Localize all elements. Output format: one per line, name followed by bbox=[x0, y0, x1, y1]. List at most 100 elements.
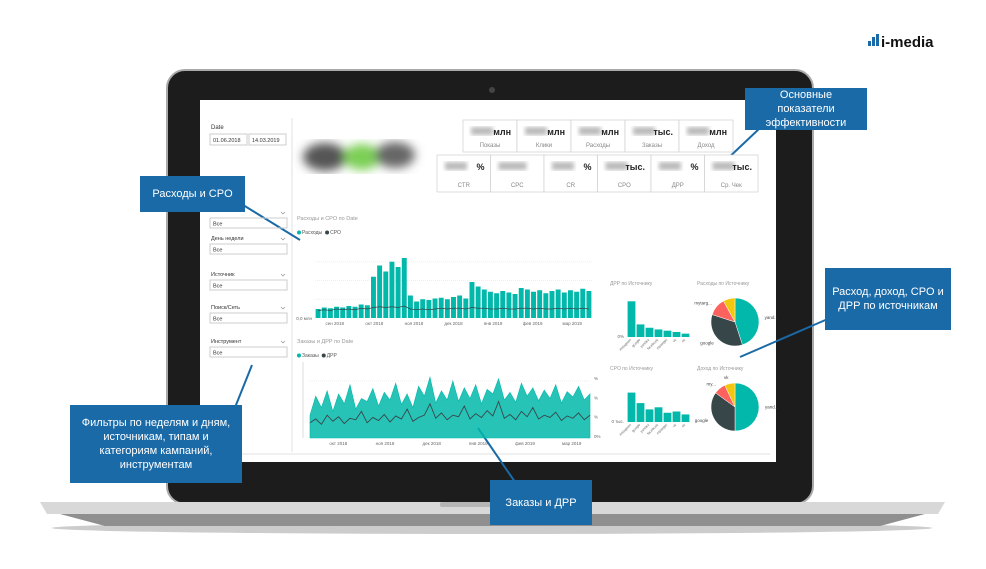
bar bbox=[371, 276, 376, 318]
bar bbox=[549, 291, 555, 318]
pie-label: vk bbox=[724, 375, 729, 380]
x-tick-label: фев 2019 bbox=[515, 441, 535, 446]
kpi-blur bbox=[633, 127, 655, 135]
bar bbox=[487, 291, 493, 318]
x-tick-label: ok bbox=[681, 338, 687, 344]
area bbox=[309, 376, 591, 439]
filter-label: Поиск/Сеть bbox=[211, 305, 240, 311]
kpi-unit: тыс. bbox=[653, 127, 673, 137]
kpi-blur bbox=[712, 162, 735, 170]
bar bbox=[531, 291, 536, 318]
x-tick-label: yandex bbox=[639, 338, 650, 349]
legend-label: Расходы bbox=[302, 230, 322, 236]
filter-label: Инструмент bbox=[211, 339, 242, 345]
kpi-blur bbox=[525, 127, 547, 135]
bar bbox=[627, 392, 636, 422]
legend-marker bbox=[325, 230, 330, 235]
kpi-blur bbox=[552, 162, 574, 170]
x-tick-label: янв 2019 bbox=[469, 441, 488, 446]
logo-text: i-media bbox=[881, 34, 934, 51]
logo: i-media bbox=[868, 34, 934, 51]
bar bbox=[645, 409, 654, 422]
x-tick-label: фев 2019 bbox=[523, 321, 543, 326]
date-to: 14.03.2019 bbox=[252, 138, 280, 144]
bar bbox=[654, 407, 663, 422]
bar bbox=[346, 306, 352, 318]
chevron bbox=[280, 306, 286, 310]
bar bbox=[494, 293, 500, 318]
bar bbox=[672, 411, 681, 422]
x-tick-label: мар 2019 bbox=[563, 321, 583, 326]
date-box bbox=[248, 133, 287, 146]
kpi-label: CPC bbox=[511, 183, 524, 189]
bar bbox=[506, 292, 512, 318]
bar bbox=[475, 286, 481, 318]
chart-title: Расходы и CPO по Date bbox=[297, 216, 358, 222]
kpi-tile bbox=[624, 119, 680, 153]
bar bbox=[672, 331, 681, 337]
bar bbox=[334, 306, 340, 318]
bar bbox=[555, 289, 561, 318]
bar bbox=[512, 294, 518, 318]
pie-label: google bbox=[695, 418, 709, 423]
pie-slice bbox=[734, 382, 760, 432]
bar bbox=[340, 307, 346, 318]
x-tick-label: google bbox=[631, 423, 641, 433]
kpi-unit: млн bbox=[493, 127, 511, 137]
kpi-tile bbox=[597, 154, 652, 193]
kpi-blur bbox=[659, 162, 681, 170]
y2-label: % bbox=[594, 395, 598, 400]
bar bbox=[395, 267, 401, 318]
pie-label: google bbox=[700, 341, 714, 346]
bar bbox=[352, 306, 358, 318]
kpi-blur bbox=[498, 162, 527, 170]
bar bbox=[524, 289, 530, 318]
y-label: 0,0 млн bbox=[296, 316, 312, 321]
dropdown bbox=[209, 243, 288, 255]
x-tick-label: дек 2018 bbox=[444, 321, 463, 326]
bar bbox=[389, 261, 395, 318]
callout: Заказы и ДРР bbox=[490, 480, 592, 525]
dropdown-value: Все bbox=[213, 222, 222, 228]
legend-marker bbox=[297, 230, 301, 235]
chart-title: Доход по Источнику bbox=[697, 366, 744, 372]
pie-slice bbox=[710, 314, 743, 347]
kpi-blur bbox=[605, 162, 628, 170]
kpi-unit: тыс. bbox=[625, 162, 645, 172]
dropdown-value: Все bbox=[213, 248, 222, 254]
legend-marker bbox=[321, 353, 326, 358]
bar bbox=[407, 295, 413, 318]
bar bbox=[364, 305, 370, 318]
dropdown-value: Все bbox=[213, 351, 222, 357]
pie-slice bbox=[710, 392, 736, 432]
pie-label: yand... bbox=[765, 405, 779, 410]
bar bbox=[481, 289, 487, 318]
bar bbox=[315, 309, 321, 318]
chart-title: CPO по Источнику bbox=[610, 366, 654, 372]
dropdown bbox=[209, 217, 288, 229]
bar bbox=[636, 324, 645, 337]
dropdown-value: Все bbox=[213, 284, 222, 290]
pie-label: my... bbox=[706, 381, 715, 386]
kpi-label: ДРР bbox=[672, 183, 684, 189]
x-tick-label: vk bbox=[672, 423, 677, 428]
x-tick-label: google bbox=[631, 338, 641, 348]
kpi-unit: % bbox=[690, 162, 698, 172]
chart-title: Заказы и ДРР по Date bbox=[297, 339, 353, 345]
bar bbox=[654, 329, 663, 337]
kpi-label: Заказы bbox=[642, 143, 662, 149]
callout: Расходы и CPO bbox=[140, 176, 245, 212]
legend-label: Заказы bbox=[302, 353, 319, 359]
callout: Фильтры по неделям и дням, источникам, т… bbox=[70, 405, 242, 483]
kpi-label: CPO bbox=[618, 183, 631, 189]
pie-label: mytarg... bbox=[694, 300, 712, 305]
bar bbox=[574, 291, 580, 318]
pie-slice bbox=[724, 382, 736, 408]
bar bbox=[580, 288, 586, 318]
bar bbox=[463, 298, 469, 318]
callout: Основные показатели эффективности bbox=[745, 88, 867, 130]
kpi-label: Ср. Чек bbox=[721, 183, 742, 189]
kpi-tile bbox=[704, 154, 759, 193]
pie-slice bbox=[723, 297, 736, 323]
